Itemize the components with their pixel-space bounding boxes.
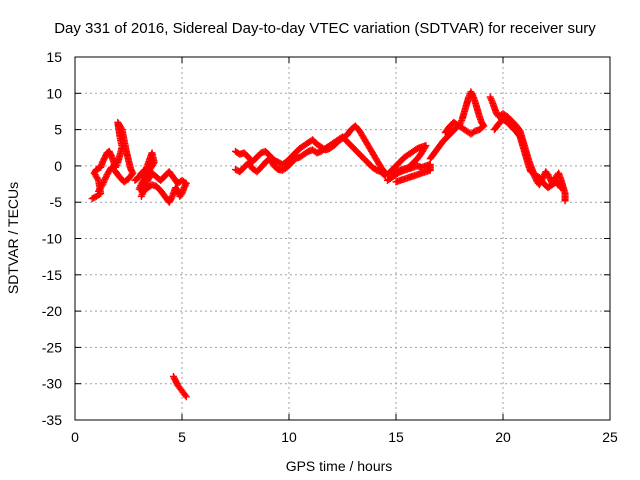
data-point	[182, 393, 190, 401]
y-tick-label: -15	[42, 267, 62, 283]
x-tick-label: 5	[178, 429, 186, 445]
y-tick-label: -10	[42, 231, 62, 247]
data-point	[557, 184, 565, 192]
y-tick-label: -30	[42, 376, 62, 392]
y-tick-label: 0	[54, 158, 62, 174]
data-point	[441, 129, 449, 137]
data-point	[95, 186, 103, 194]
x-tick-label: 15	[388, 429, 404, 445]
y-axis-label: SDTVAR / TECUs	[5, 182, 21, 294]
y-tick-label: 5	[54, 122, 62, 138]
y-tick-label: -20	[42, 303, 62, 319]
data-point	[95, 187, 103, 195]
chart-title: Day 331 of 2016, Sidereal Day-to-day VTE…	[54, 20, 596, 37]
data-point	[181, 391, 189, 399]
x-tick-label: 20	[495, 429, 511, 445]
axis-ticks: 0 5 10 15 20 25 15 10 5 0 -5 -10 -15 -20 -25 -30 -35	[42, 49, 618, 445]
data-point	[101, 175, 109, 183]
y-tick-label: 10	[46, 85, 62, 101]
y-tick-label: -25	[42, 339, 62, 355]
data-point	[102, 174, 110, 182]
data-point	[137, 192, 145, 200]
data-point	[392, 178, 400, 186]
grid	[75, 57, 610, 420]
data-series	[88, 88, 569, 401]
x-tick-label: 25	[602, 429, 618, 445]
x-tick-label: 0	[71, 429, 79, 445]
data-point	[556, 183, 564, 191]
y-tick-label: 15	[46, 49, 62, 65]
x-tick-label: 10	[281, 429, 297, 445]
y-tick-label: -5	[50, 194, 63, 210]
data-point	[102, 172, 110, 180]
y-tick-label: -35	[42, 412, 62, 428]
x-axis-label: GPS time / hours	[286, 458, 393, 474]
data-point	[100, 177, 108, 185]
data-point	[103, 171, 111, 179]
data-point	[561, 197, 569, 205]
data-point	[442, 127, 450, 135]
